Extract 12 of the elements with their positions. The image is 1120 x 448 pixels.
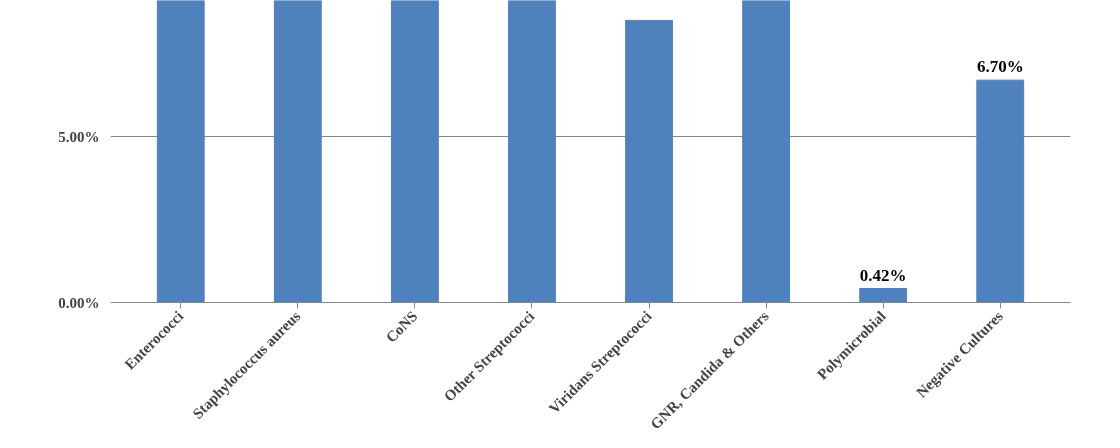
data-label: 6.70% — [976, 57, 1024, 77]
bar — [508, 0, 556, 303]
bar — [742, 0, 791, 303]
y-tick-label: 5.00% — [58, 128, 100, 145]
bar — [273, 0, 322, 303]
bar — [859, 288, 908, 303]
bar — [390, 0, 439, 303]
y-tick-label: 0.00% — [58, 294, 100, 311]
data-label: 0.42% — [859, 265, 907, 285]
bar — [976, 79, 1025, 303]
bar — [625, 19, 673, 303]
bar — [156, 0, 205, 303]
